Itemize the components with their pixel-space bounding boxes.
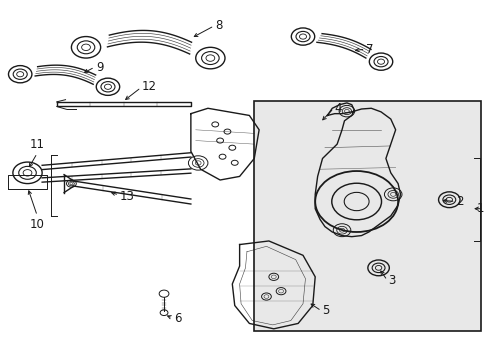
Bar	[254, 101, 480, 330]
Text: 9: 9	[96, 60, 103, 73]
Text: 11: 11	[30, 138, 45, 151]
Text: 5: 5	[322, 305, 329, 318]
Text: 10: 10	[30, 218, 44, 231]
Text: 3: 3	[387, 274, 395, 287]
Text: 1: 1	[476, 202, 484, 215]
Text: 4: 4	[334, 102, 342, 115]
Text: 13: 13	[120, 190, 135, 203]
Text: 8: 8	[215, 19, 222, 32]
Text: 6: 6	[173, 311, 181, 325]
Text: 12: 12	[142, 80, 157, 93]
Text: 2: 2	[456, 195, 463, 208]
Text: 7: 7	[366, 42, 373, 55]
